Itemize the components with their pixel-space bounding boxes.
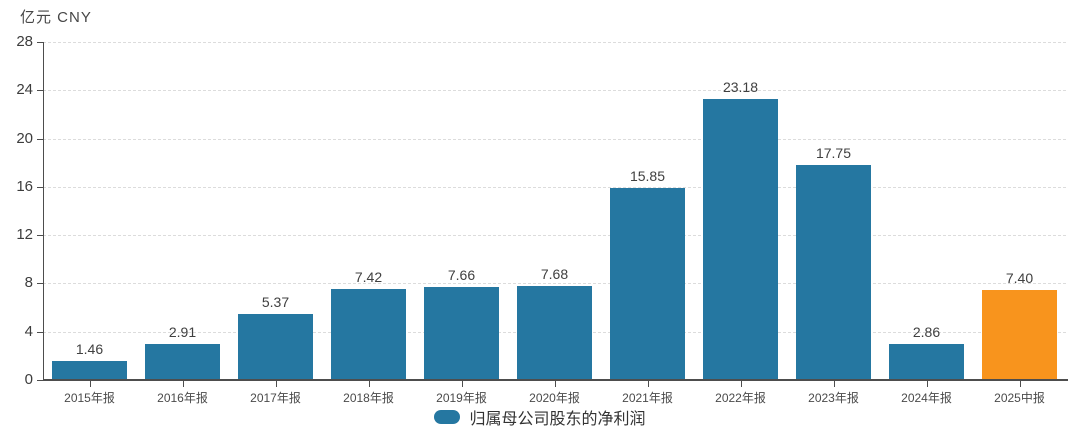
y-axis-tick-20	[37, 138, 43, 140]
bar-value-label-2020年报: 7.68	[540, 266, 569, 283]
y-axis-tick-label-24: 24	[16, 81, 33, 99]
bar-value-label-2022年报: 23.18	[722, 79, 759, 96]
x-axis-tick-2024年报	[926, 381, 928, 387]
x-axis-tick-2020年报	[554, 381, 556, 387]
x-axis-tick-label-2017年报: 2017年报	[250, 391, 301, 405]
bar-2023年报[interactable]	[796, 164, 871, 379]
y-axis-tick-label-28: 28	[16, 33, 33, 50]
y-axis-tick-28	[37, 42, 43, 43]
bar-2024年报[interactable]	[889, 344, 964, 379]
y-axis-tick-label-8: 8	[24, 274, 33, 292]
gridline-y-24	[43, 90, 1066, 92]
bar-2022年报[interactable]	[703, 99, 778, 379]
x-axis-tick-2019年报	[461, 381, 463, 387]
bar-value-label-2019年报: 7.66	[447, 266, 476, 283]
legend-label: 归属母公司股东的净利润	[469, 411, 646, 428]
x-axis-tick-2025中报	[1019, 381, 1021, 387]
bar-value-label-2017年报: 5.37	[261, 294, 290, 311]
bar-value-label-2024年报: 2.86	[912, 324, 941, 341]
bar-2015年报[interactable]	[52, 361, 127, 379]
x-axis-tick-label-2019年报: 2019年报	[436, 391, 487, 405]
bar-2019年报[interactable]	[424, 286, 499, 379]
bar-2020年报[interactable]	[517, 286, 592, 379]
gridline-y-20	[43, 138, 1066, 140]
x-axis-tick-label-2025中报: 2025中报	[994, 391, 1045, 405]
y-axis-tick-label-4: 4	[24, 322, 33, 340]
x-axis-tick-2021年报	[647, 381, 649, 387]
bar-2018年报[interactable]	[331, 289, 406, 379]
gridline-y-12	[43, 235, 1066, 237]
bar-2017年报[interactable]	[238, 314, 313, 379]
x-axis-tick-label-2020年报: 2020年报	[529, 391, 580, 405]
x-axis-tick-2022年报	[740, 381, 742, 387]
x-axis-tick-2023年报	[833, 381, 835, 387]
y-axis-tick-16	[37, 186, 43, 188]
x-axis-tick-2016年报	[182, 381, 184, 387]
legend-item-net-profit[interactable]: 归属母公司股东的净利润	[0, 405, 1080, 429]
y-axis-tick-label-12: 12	[16, 226, 33, 244]
bar-value-label-2015年报: 1.46	[75, 341, 104, 358]
bar-2025中报[interactable]	[982, 289, 1057, 379]
y-axis-tick-8	[37, 283, 43, 285]
legend-marker-icon	[434, 410, 461, 424]
x-axis-tick-2018年报	[368, 381, 370, 387]
x-axis-tick-2015年报	[89, 381, 91, 387]
y-axis-unit-label: 亿元 CNY	[20, 9, 92, 26]
x-axis-tick-2017年报	[275, 381, 277, 387]
x-axis-tick-label-2021年报: 2021年报	[622, 391, 673, 405]
x-axis-line	[43, 379, 1068, 381]
x-axis-tick-label-2023年报: 2023年报	[808, 391, 859, 405]
y-axis-line	[43, 42, 44, 380]
y-axis-tick-24	[37, 90, 43, 92]
y-axis-tick-4	[37, 331, 43, 333]
x-axis-tick-label-2015年报: 2015年报	[64, 391, 115, 405]
x-axis-tick-label-2016年报: 2016年报	[157, 391, 208, 405]
x-axis-tick-label-2024年报: 2024年报	[901, 391, 952, 405]
bar-value-label-2016年报: 2.91	[168, 323, 197, 340]
y-axis-tick-label-16: 16	[16, 177, 33, 195]
y-axis-tick-12	[37, 235, 43, 237]
bar-2016年报[interactable]	[145, 343, 220, 379]
x-axis-tick-label-2018年报: 2018年报	[343, 391, 394, 405]
bar-value-label-2023年报: 17.75	[815, 144, 852, 161]
y-axis-tick-0	[37, 380, 43, 381]
gridline-y-28	[43, 42, 1066, 43]
bar-value-label-2018年报: 7.42	[354, 269, 383, 286]
bar-value-label-2021年报: 15.85	[629, 167, 666, 184]
bar-2021年报[interactable]	[610, 187, 685, 379]
y-axis-tick-label-0: 0	[24, 371, 33, 388]
bar-value-label-2025中报: 7.40	[1005, 269, 1034, 286]
y-axis-tick-label-20: 20	[16, 129, 33, 147]
gridline-y-8	[43, 283, 1066, 285]
x-axis-tick-label-2022年报: 2022年报	[715, 391, 766, 405]
gridline-y-16	[43, 186, 1066, 188]
